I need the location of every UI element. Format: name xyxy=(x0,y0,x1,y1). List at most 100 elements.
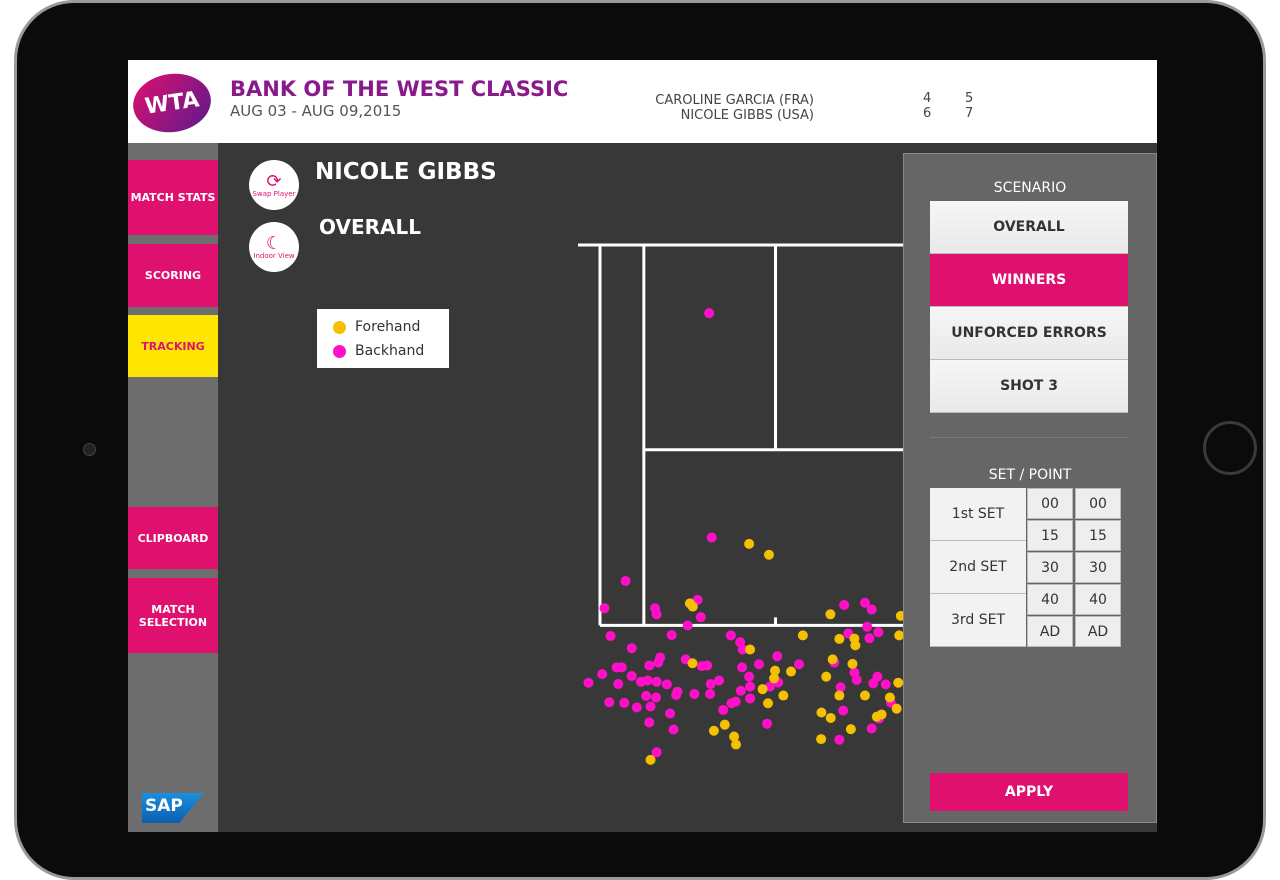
backhand-shot-point xyxy=(866,723,877,734)
point-40-button[interactable]: 40 xyxy=(1075,584,1121,615)
forehand-shot-point xyxy=(825,609,836,620)
legend-label: Forehand xyxy=(355,319,421,335)
backhand-shot-point xyxy=(604,697,615,708)
backhand-shot-point xyxy=(626,643,637,654)
forehand-shot-point xyxy=(745,644,756,655)
divider xyxy=(930,437,1128,449)
swap-player-button[interactable]: ⟳ Swap Player xyxy=(249,160,299,210)
moon-icon: ☾ xyxy=(265,232,283,254)
indoor-label: Indoor View xyxy=(253,251,295,260)
backhand-shot-point xyxy=(583,677,594,688)
backhand-shot-point xyxy=(705,679,716,690)
backhand-shot-point xyxy=(642,675,653,686)
backhand-shot-point xyxy=(641,690,652,701)
option-overall[interactable]: OVERALL xyxy=(930,201,1128,254)
forehand-shot-point xyxy=(708,725,719,736)
point-30-button[interactable]: 30 xyxy=(1075,552,1121,583)
backhand-shot-point xyxy=(735,685,746,696)
sidebar-item-match-stats[interactable]: MATCH STATS xyxy=(128,160,218,235)
backhand-shot-point xyxy=(705,688,716,699)
option-shot-3[interactable]: SHOT 3 xyxy=(930,360,1128,413)
forehand-shot-point xyxy=(891,703,902,714)
backhand-shot-point xyxy=(665,708,676,719)
backhand-shot-point xyxy=(839,600,850,610)
forehand-shot-point xyxy=(894,630,905,641)
sidebar-item-match-selection[interactable]: MATCH SELECTION xyxy=(128,578,218,653)
point-15-button[interactable]: 15 xyxy=(1075,520,1121,551)
apply-button[interactable]: APPLY xyxy=(930,773,1128,811)
point-30-button[interactable]: 30 xyxy=(1027,552,1073,583)
tournament-dates: AUG 03 - AUG 09,2015 xyxy=(230,102,402,120)
backhand-shot-point xyxy=(762,718,773,729)
player-names: CAROLINE GARCIA (FRA) NICOLE GIBBS (USA) xyxy=(655,93,814,123)
sidebar: MATCH STATS SCORING TRACKING CLIPBOARD M… xyxy=(128,143,218,832)
backhand-shot-point xyxy=(744,671,755,682)
backhand-shot-point xyxy=(645,701,656,712)
forehand-shot-point xyxy=(816,707,827,718)
backhand-shot-point xyxy=(872,671,883,682)
backhand-shot-point xyxy=(835,682,846,693)
backhand-shot-point xyxy=(620,576,631,586)
forehand-shot-point xyxy=(834,633,845,644)
forehand-shot-point xyxy=(757,684,768,695)
court-chart xyxy=(578,243,908,765)
option-winners[interactable]: WINNERS xyxy=(930,254,1128,307)
forehand-shot-point xyxy=(821,671,832,682)
backhand-shot-point xyxy=(605,631,616,642)
set-3-button[interactable]: 3rd SET xyxy=(930,594,1026,647)
backhand-shot-point xyxy=(862,621,873,632)
sidebar-item-tracking[interactable]: TRACKING xyxy=(128,315,218,377)
backhand-shot-point xyxy=(866,604,877,615)
backhand-shot-point xyxy=(644,717,655,728)
sidebar-item-scoring[interactable]: SCORING xyxy=(128,244,218,307)
forehand-shot-point xyxy=(763,549,774,560)
backhand-shot-point xyxy=(702,660,713,671)
forehand-swatch xyxy=(333,320,346,334)
forehand-shot-point xyxy=(763,698,773,709)
legend-item-forehand: Forehand xyxy=(333,315,449,339)
backhand-shot-point xyxy=(626,671,637,682)
sap-logo: SAP xyxy=(142,793,204,823)
backhand-shot-point xyxy=(597,669,608,680)
player-title: NICOLE GIBBS xyxy=(315,159,497,185)
app-screen: WTA BANK OF THE WEST CLASSIC AUG 03 - AU… xyxy=(128,60,1157,832)
scenario-heading: SCENARIO xyxy=(993,180,1067,196)
forehand-shot-point xyxy=(827,654,838,665)
forehand-shot-point xyxy=(778,690,789,701)
forehand-shot-point xyxy=(825,712,836,723)
forehand-shot-point xyxy=(729,731,740,742)
backhand-shot-point xyxy=(714,675,725,686)
backhand-shot-point xyxy=(644,660,655,671)
wta-logo: WTA xyxy=(129,68,215,138)
backhand-shot-point xyxy=(725,630,736,641)
option-unforced-errors[interactable]: UNFORCED ERRORS xyxy=(930,307,1128,360)
point-AD-button[interactable]: AD xyxy=(1027,616,1073,647)
forehand-shot-point xyxy=(769,673,780,684)
point-40-button[interactable]: 40 xyxy=(1027,584,1073,615)
backhand-shot-point xyxy=(651,676,662,687)
sidebar-item-clipboard[interactable]: CLIPBOARD xyxy=(128,507,218,569)
backhand-shot-point xyxy=(704,308,715,319)
indoor-view-button[interactable]: ☾ Indoor View xyxy=(249,222,299,272)
swap-icon: ⟳ xyxy=(266,170,282,192)
forehand-shot-point xyxy=(797,630,808,641)
backhand-shot-point xyxy=(671,689,682,700)
forehand-shot-point xyxy=(847,658,858,669)
backhand-shot-point xyxy=(661,679,672,690)
forehand-shot-point xyxy=(876,709,887,720)
point-15-button[interactable]: 15 xyxy=(1027,520,1073,551)
point-AD-button[interactable]: AD xyxy=(1075,616,1121,647)
forehand-shot-point xyxy=(770,665,781,676)
home-button[interactable] xyxy=(1203,421,1257,475)
set-2-button[interactable]: 2nd SET xyxy=(930,541,1026,594)
point-00-button[interactable]: 00 xyxy=(1075,488,1121,519)
backhand-shot-point xyxy=(619,697,630,708)
backhand-shot-point xyxy=(666,630,677,641)
forehand-shot-point xyxy=(744,538,755,549)
backhand-shot-point xyxy=(718,704,729,715)
tournament-title: BANK OF THE WEST CLASSIC xyxy=(230,77,569,101)
point-00-button[interactable]: 00 xyxy=(1027,488,1073,519)
forehand-shot-point xyxy=(731,739,741,750)
set-1-button[interactable]: 1st SET xyxy=(930,488,1026,541)
player-2-name: NICOLE GIBBS (USA) xyxy=(680,108,814,123)
